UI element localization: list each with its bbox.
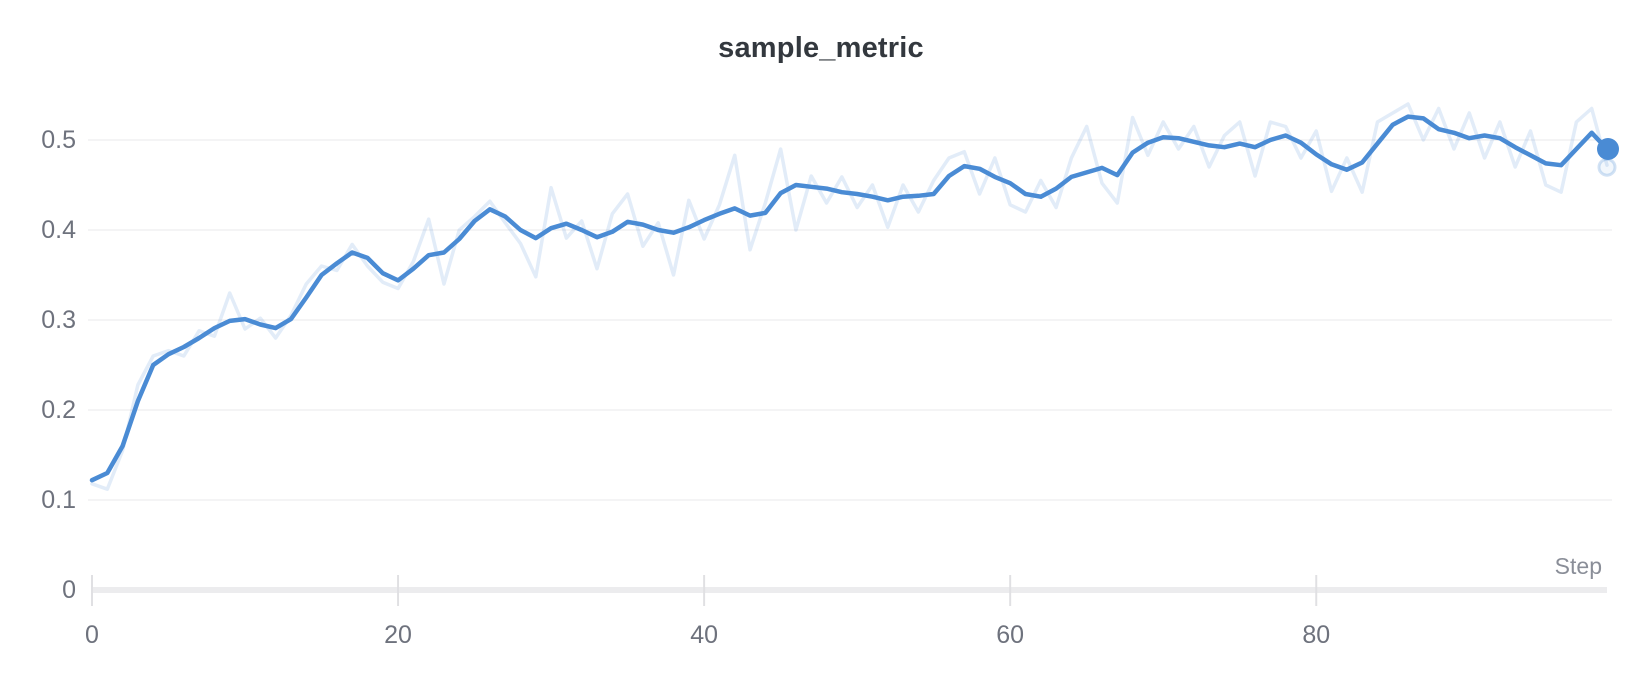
y-tick-label: 0.3 [41, 306, 76, 334]
x-tick-label: 0 [85, 621, 99, 649]
x-tick-label: 80 [1302, 621, 1331, 649]
x-tick-label: 40 [690, 621, 719, 649]
x-tick-label: 60 [996, 621, 1025, 649]
x-axis-label: Step [1554, 553, 1602, 579]
smoothed-series-line [89, 114, 1610, 483]
chart-title: sample_metric [718, 32, 924, 64]
smoothed-end-point-marker[interactable] [1597, 138, 1619, 160]
y-tick-label: 0.2 [41, 396, 76, 424]
y-tick-label: 0.4 [41, 216, 76, 244]
raw-series-line [90, 102, 1609, 491]
y-tick-label: 0 [62, 576, 76, 604]
raw-end-point-marker [1597, 157, 1617, 177]
y-tick-label: 0.5 [41, 126, 76, 154]
y-tick-label: 0.1 [41, 486, 76, 514]
x-tick-label: 20 [384, 621, 412, 649]
